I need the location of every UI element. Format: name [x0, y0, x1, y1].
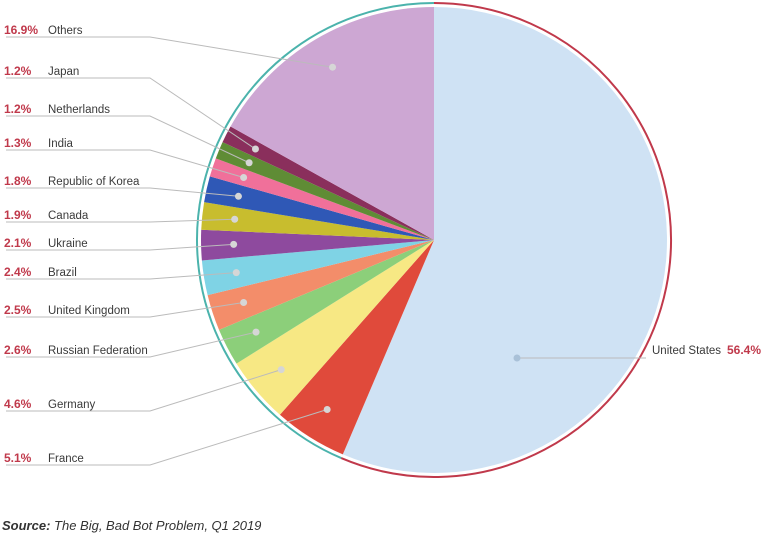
leader-dot-ukraine: [230, 240, 238, 248]
category-label-russian-federation: Russian Federation: [48, 345, 148, 357]
leader-line-brazil: [6, 272, 237, 280]
pie-slice-others: [230, 7, 434, 240]
category-label-germany: Germany: [48, 399, 96, 411]
pie-slice-united-kingdom: [207, 240, 434, 330]
leader-line-ukraine: [6, 243, 234, 251]
data-label-japan: 1.2%: [4, 64, 32, 78]
leader-dot-india: [240, 173, 248, 181]
category-label-netherlands: Netherlands: [48, 104, 110, 116]
leader-line-france: [6, 409, 328, 466]
ring-us-arc: [340, 2, 672, 478]
data-label-brazil: 2.4%: [4, 265, 32, 279]
category-label-others: Others: [48, 25, 83, 37]
leader-dot-russian-federation: [252, 328, 260, 336]
leader-line-united-kingdom: [6, 302, 244, 318]
source-note: Source: The Big, Bad Bot Problem, Q1 201…: [2, 518, 261, 533]
data-label-france: 5.1%: [4, 451, 32, 465]
leader-dot-brazil: [232, 269, 240, 277]
leader-dot-france: [323, 406, 331, 414]
data-label-russian-federation: 2.6%: [4, 343, 32, 357]
pie-slice-russian-federation: [219, 240, 434, 364]
data-label-united-kingdom: 2.5%: [4, 303, 32, 317]
leader-dot-others: [329, 63, 337, 71]
category-label-ukraine: Ukraine: [48, 238, 88, 250]
data-label-india: 1.3%: [4, 136, 32, 150]
category-label-france: France: [48, 453, 84, 465]
leader-line-russian-federation: [6, 331, 257, 358]
leader-line-japan: [6, 77, 256, 150]
data-label-canada: 1.9%: [4, 208, 32, 222]
category-label-canada: Canada: [48, 210, 89, 222]
data-label-ukraine: 2.1%: [4, 236, 32, 250]
data-label-united-states: 56.4%: [727, 343, 761, 357]
pie-slice-india: [209, 158, 434, 240]
pie-slice-republic-of-korea: [204, 176, 434, 240]
leader-dot-japan: [251, 145, 259, 153]
category-label-india: India: [48, 138, 74, 150]
source-text: The Big, Bad Bot Problem, Q1 2019: [50, 518, 262, 533]
leader-dot-united-kingdom: [240, 299, 248, 307]
data-label-others: 16.9%: [4, 23, 38, 37]
data-label-republic-of-korea: 1.8%: [4, 174, 32, 188]
pie-slice-japan: [222, 126, 434, 240]
leader-line-india: [6, 149, 244, 178]
leader-dot-netherlands: [245, 159, 253, 167]
pie-slice-united-states: [342, 7, 667, 473]
leader-line-germany: [6, 369, 282, 412]
leader-dot-republic-of-korea: [234, 192, 242, 200]
category-label-republic-of-korea: Republic of Korea: [48, 176, 140, 188]
category-label-brazil: Brazil: [48, 267, 77, 279]
leader-dot-united-states: [513, 354, 521, 362]
pie-slice-netherlands: [215, 142, 434, 240]
pie-slice-france: [279, 240, 434, 455]
pie-slice-ukraine: [201, 229, 434, 261]
source-prefix: Source:: [2, 518, 51, 533]
leader-line-others: [6, 36, 333, 68]
pie-slice-germany: [236, 240, 434, 415]
leader-dot-germany: [277, 366, 285, 374]
data-label-germany: 4.6%: [4, 397, 32, 411]
pie-slice-brazil: [201, 240, 434, 296]
leader-line-republic-of-korea: [6, 187, 239, 197]
category-label-japan: Japan: [48, 66, 79, 78]
category-label-united-states: United States: [652, 345, 721, 357]
leader-line-netherlands: [6, 115, 250, 164]
data-label-netherlands: 1.2%: [4, 102, 32, 116]
category-label-united-kingdom: United Kingdom: [48, 305, 130, 317]
leader-line-canada: [6, 218, 235, 223]
leader-dot-canada: [231, 215, 239, 223]
pie-slice-canada: [201, 202, 434, 240]
